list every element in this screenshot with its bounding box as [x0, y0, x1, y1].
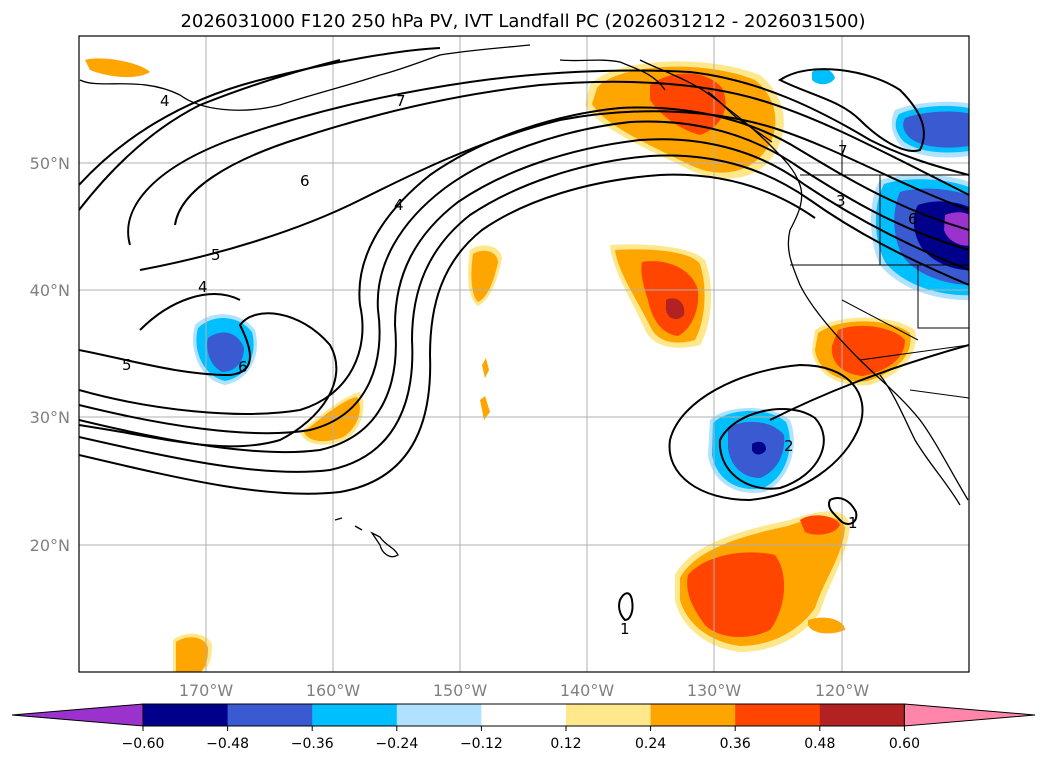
colorbar-segment: [143, 704, 229, 726]
colorbar-tick-label: 0.24: [635, 736, 666, 752]
colorbar-segment: [650, 704, 736, 726]
colorbar-tick-label: −0.48: [206, 736, 249, 752]
alaska-coast: [79, 44, 531, 111]
contour-label: 4: [394, 196, 404, 214]
colorbar-segment: [312, 704, 398, 726]
colorbar: −0.60 −0.48 −0.36 −0.24 −0.12 0.12 0.24 0.36 0.4…: [11, 703, 1036, 752]
contour-label: 7: [838, 142, 848, 160]
lat-label-30n: 30°N: [30, 408, 70, 427]
contour-label: 5: [122, 356, 132, 374]
contour-label: 7: [396, 92, 406, 110]
lon-label-160w: 160°W: [306, 681, 361, 700]
lat-label-50n: 50°N: [30, 154, 70, 173]
colorbar-tick-label: −0.36: [291, 736, 334, 752]
contour-label: 5: [211, 246, 221, 264]
contour-label: 6: [238, 358, 248, 376]
contour-label: 2: [784, 437, 794, 455]
colorbar-tick-label: −0.24: [375, 736, 418, 752]
colorbar-extend-low: [11, 703, 144, 727]
shading-nw-small: [85, 58, 150, 78]
north-america-coast: [639, 59, 969, 501]
hawaii: [334, 517, 399, 558]
colorbar-segment: [481, 704, 567, 726]
lon-label-170w: 170°W: [179, 681, 234, 700]
latitude-labels: 50°N 40°N 30°N 20°N: [30, 154, 70, 555]
lon-label-150w: 150°W: [433, 681, 488, 700]
colorbar-segment: [819, 704, 905, 726]
figure-title: 2026031000 F120 250 hPa PV, IVT Landfall…: [180, 11, 865, 32]
contour-label: 6: [908, 210, 918, 228]
colorbar-tick-label: 0.60: [889, 736, 920, 752]
contour-label: 6: [300, 172, 310, 190]
longitude-labels: 170°W 160°W 150°W 140°W 130°W 120°W: [179, 681, 870, 700]
contour-label: 4: [160, 92, 170, 110]
pv-contours: [79, 47, 969, 622]
baja-coast: [879, 374, 961, 506]
colorbar-segment: [396, 704, 482, 726]
lat-label-20n: 20°N: [30, 536, 70, 555]
map-panel: 7 4 6 5 4 4 5 6 2 1 1 3 7 6: [78, 35, 970, 673]
lon-label-130w: 130°W: [687, 681, 742, 700]
lat-label-40n: 40°N: [30, 281, 70, 300]
lon-label-120w: 120°W: [815, 681, 870, 700]
colorbar-tick-label: −0.12: [460, 736, 503, 752]
contour-label: 1: [620, 620, 630, 638]
colorbar-tick-label: 0.12: [550, 736, 581, 752]
contour-labels: 7 4 6 5 4 4 5 6 2 1 1 3 7 6: [122, 92, 918, 638]
contour-label: 3: [836, 192, 846, 210]
colorbar-tick-label: 0.48: [804, 736, 835, 752]
colorbar-segment: [735, 704, 821, 726]
colorbar-tick-label: −0.60: [122, 736, 165, 752]
colorbar-outline: [142, 703, 905, 727]
colorbar-tick-label: 0.36: [720, 736, 751, 752]
colorbar-segment: [566, 704, 652, 726]
contour-label: 1: [848, 514, 858, 532]
contour-label: 4: [198, 278, 208, 296]
colorbar-segment: [227, 704, 313, 726]
colorbar-extend-high: [903, 703, 1036, 727]
lon-label-140w: 140°W: [560, 681, 615, 700]
